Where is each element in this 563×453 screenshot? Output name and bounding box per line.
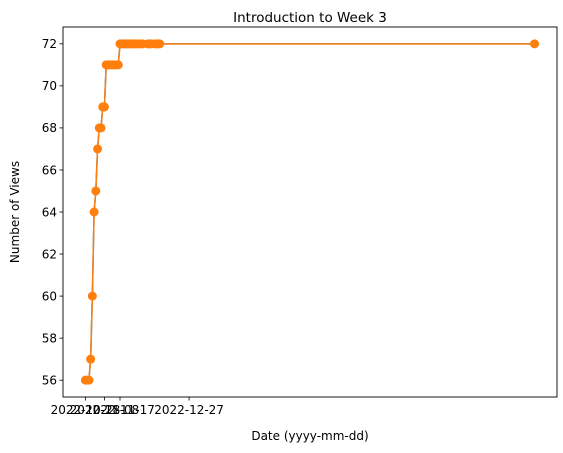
data-point [113,60,123,70]
x-tick-label: 2022-11-08 [70,403,140,417]
y-tick-label: 68 [42,121,57,135]
data-point [99,102,109,112]
y-tick-label: 72 [42,37,57,51]
x-tick-label: 2022-10-28 [51,403,121,417]
y-tick-label: 60 [42,289,57,303]
y-tick-label: 64 [42,205,57,219]
data-point [155,39,165,49]
y-tick-label: 66 [42,163,57,177]
x-tick-label: 2022-12-27 [154,403,224,417]
axis-layer: 5658606264666870722022-10-282022-11-0820… [42,37,224,417]
x-axis-title: Date (yyyy-mm-dd) [251,429,368,443]
y-tick-label: 58 [42,331,57,345]
y-tick-label: 62 [42,247,57,261]
y-axis-title: Number of Views [8,161,22,263]
y-tick-label: 70 [42,79,57,93]
data-point [93,144,103,154]
series-layer [80,39,540,385]
x-tick-label: 2022-11-17 [85,403,155,417]
data-point [89,207,99,217]
data-point [91,186,101,196]
data-point [86,354,96,364]
y-tick-label: 56 [42,373,57,387]
chart-title: Introduction to Week 3 [233,10,387,26]
data-point [96,123,106,133]
data-point [84,375,94,385]
data-point [530,39,540,49]
data-point [87,291,97,301]
